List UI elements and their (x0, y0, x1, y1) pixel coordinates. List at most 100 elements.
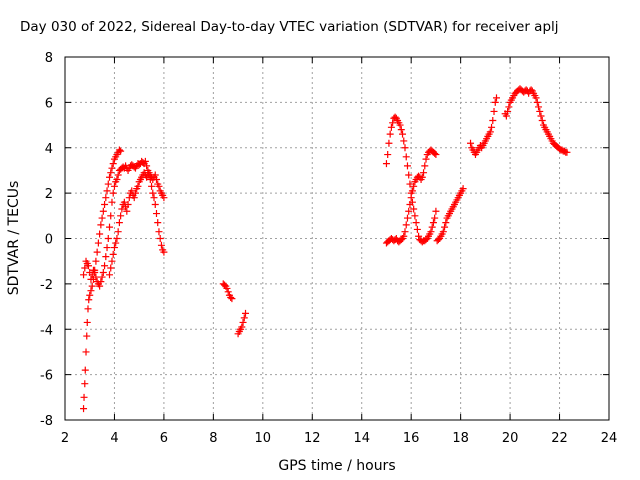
data-point (102, 194, 110, 202)
x-tick-label: 10 (255, 431, 272, 446)
data-point (81, 380, 89, 388)
y-tick-labels: -8 -6 -4 -2 0 2 4 6 8 (40, 51, 53, 429)
data-point (428, 223, 436, 231)
data-point (489, 117, 497, 125)
data-point (120, 198, 128, 206)
grid (65, 57, 609, 420)
data-point (103, 187, 111, 195)
data-point (396, 121, 404, 129)
data-point (224, 288, 232, 296)
data-point (84, 305, 92, 313)
y-tick-label: -8 (40, 414, 53, 429)
data-point (118, 205, 126, 213)
data-point (407, 194, 415, 202)
x-tick-label: 8 (209, 431, 217, 446)
data-point (228, 295, 236, 303)
data-point (128, 187, 136, 195)
data-point (441, 223, 449, 231)
data-point (538, 117, 546, 125)
data-point (400, 137, 408, 145)
data-point (411, 212, 419, 220)
data-point (420, 169, 428, 177)
data-point (84, 262, 92, 270)
data-point (242, 309, 250, 317)
y-tick-label: -4 (40, 323, 53, 338)
data-point (401, 144, 409, 152)
chart-title: Day 030 of 2022, Sidereal Day-to-day VTE… (20, 19, 559, 35)
data-point (93, 248, 101, 256)
data-point (432, 151, 440, 159)
data-point (415, 232, 423, 240)
data-point (492, 94, 500, 102)
data-series (106, 169, 168, 279)
data-point (421, 162, 429, 170)
y-tick-label: 6 (45, 96, 53, 111)
data-point (113, 176, 121, 184)
data-point (418, 173, 426, 181)
x-tick-label: 20 (502, 431, 519, 446)
data-point (238, 323, 246, 331)
data-point (154, 219, 162, 227)
data-point (412, 219, 420, 227)
data-point (98, 273, 106, 281)
data-point (124, 200, 132, 208)
data-point (240, 314, 248, 322)
data-point (148, 182, 156, 190)
x-tick-label: 4 (110, 431, 118, 446)
data-point (86, 291, 94, 299)
data-series (382, 146, 467, 247)
data-point (98, 214, 106, 222)
data-point (134, 182, 142, 190)
data-series (219, 280, 236, 303)
data-point (402, 153, 410, 161)
data-point (117, 147, 125, 155)
data-point (80, 271, 88, 279)
y-tick-label: -6 (40, 369, 53, 384)
data-point (141, 157, 149, 165)
data-series (80, 146, 125, 413)
data-point (94, 239, 102, 247)
data-point (110, 244, 118, 252)
x-tick-labels: 2 4 6 8 10 12 14 16 18 20 22 24 (61, 431, 617, 446)
data-point (408, 187, 416, 195)
data-point (442, 219, 450, 227)
data-point (403, 162, 411, 170)
data-point (101, 200, 109, 208)
data-point (505, 103, 513, 111)
data-point (92, 273, 100, 281)
data-point (427, 228, 435, 236)
data-point (410, 205, 418, 213)
data-point (83, 332, 91, 340)
data-point (114, 228, 122, 236)
y-tick-label: 2 (45, 187, 53, 202)
data-series (382, 113, 440, 246)
data-point (400, 232, 408, 240)
data-point (386, 130, 394, 138)
data-point (160, 248, 168, 256)
data-point (385, 139, 393, 147)
data-point (99, 207, 107, 215)
data-point (106, 223, 114, 231)
data-point (152, 210, 160, 218)
data-point (488, 123, 496, 131)
x-tick-label: 12 (304, 431, 321, 446)
data-point (88, 282, 96, 290)
data-point (459, 185, 467, 193)
data-point (429, 219, 437, 227)
data-point (403, 214, 411, 222)
data-point (223, 284, 231, 292)
data-point (491, 98, 499, 106)
data-point (101, 262, 109, 270)
data-point (97, 278, 105, 286)
data-point (103, 244, 111, 252)
data-point (490, 107, 498, 115)
data-point (227, 293, 235, 301)
x-tick-label: 16 (403, 431, 420, 446)
data-point (123, 207, 131, 215)
data-point (87, 287, 95, 295)
data-point (81, 366, 89, 374)
data-point (108, 257, 116, 265)
data-point (152, 176, 160, 184)
data-point (151, 171, 159, 179)
